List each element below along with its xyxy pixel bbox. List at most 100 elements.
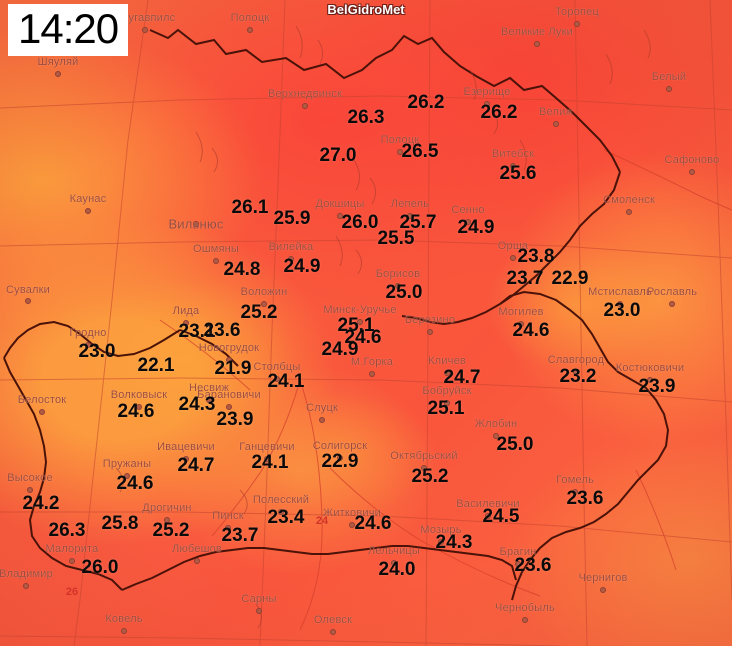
city-marker-dot: [226, 404, 232, 410]
temperature-reading: 24.5: [482, 506, 520, 527]
city-marker-dot: [142, 27, 148, 33]
temperature-reading: 25.8: [101, 513, 139, 534]
city-marker-dot: [444, 370, 450, 376]
temperature-reading: 22.1: [137, 355, 175, 376]
city-marker-dot: [349, 522, 355, 528]
city-marker-dot: [330, 629, 336, 635]
temperature-reading: 23.6: [514, 555, 552, 576]
temperature-reading: 25.2: [411, 466, 449, 487]
city-marker-dot: [534, 41, 540, 47]
city-marker-dot: [193, 221, 199, 227]
city-marker-dot: [226, 357, 232, 363]
temperature-reading: 23.6: [566, 488, 604, 509]
city-marker-dot: [39, 409, 45, 415]
temperature-reading: 26.2: [480, 102, 518, 123]
city-marker-dot: [444, 400, 450, 406]
temperature-reading: 23.9: [216, 409, 254, 430]
city-marker-dot: [465, 219, 471, 225]
city-marker-dot: [553, 121, 559, 127]
temperature-reading: 25.1: [427, 398, 465, 419]
temperature-reading: 24.2: [22, 493, 60, 514]
temperature-reading: 25.7: [399, 212, 437, 233]
city-marker-dot: [669, 301, 675, 307]
temperature-reading: 23.7: [221, 525, 259, 546]
city-marker-dot: [183, 320, 189, 326]
temperature-reading: 23.7: [506, 268, 544, 289]
city-marker-dot: [510, 255, 516, 261]
city-marker-dot: [288, 256, 294, 262]
city-marker-dot: [337, 213, 343, 219]
city-marker-dot: [337, 455, 343, 461]
temperature-reading: 23.4: [267, 507, 305, 528]
temperature-reading: 22.9: [321, 451, 359, 472]
temperature-reading: 23.0: [603, 300, 641, 321]
temperature-reading: 26.2: [407, 92, 445, 113]
city-marker-dot: [689, 169, 695, 175]
brand-watermark: BelGidroMet: [327, 2, 405, 17]
temperature-reading: 24.3: [435, 532, 473, 553]
city-marker-dot: [572, 489, 578, 495]
city-marker-dot: [522, 617, 528, 623]
temperature-reading: 27.0: [319, 145, 357, 166]
city-marker-dot: [23, 583, 29, 589]
temperature-reading: 21.9: [214, 358, 252, 379]
isoline-label: 24: [315, 515, 329, 527]
city-marker-dot: [85, 342, 91, 348]
city-marker-dot: [225, 525, 231, 531]
temperature-reading: 26.1: [231, 197, 269, 218]
city-marker-dot: [164, 517, 170, 523]
temperature-reading: 24.1: [267, 371, 305, 392]
city-marker-dot: [69, 558, 75, 564]
city-marker-dot: [278, 509, 284, 515]
city-marker-dot: [397, 149, 403, 155]
temperature-reading: 24.9: [283, 256, 321, 277]
temperature-reading: 25.2: [152, 520, 190, 541]
city-marker-dot: [647, 377, 653, 383]
city-marker-dot: [573, 369, 579, 375]
temperature-reading: 24.6: [116, 473, 154, 494]
city-marker-dot: [85, 208, 91, 214]
city-marker-dot: [25, 298, 31, 304]
temperature-reading: 23.1: [178, 321, 216, 342]
city-marker-dot: [617, 301, 623, 307]
temperature-reading: 22.9: [551, 268, 589, 289]
city-marker-dot: [319, 417, 325, 423]
temperature-reading: 25.6: [499, 163, 537, 184]
city-marker-dot: [357, 319, 363, 325]
temperature-reading: 25.9: [273, 208, 311, 229]
city-marker-dot: [194, 558, 200, 564]
temperature-reading: 24.3: [178, 394, 216, 415]
city-marker-dot: [518, 321, 524, 327]
temperature-reading: 25.2: [240, 302, 278, 323]
city-marker-dot: [391, 560, 397, 566]
city-marker-dot: [302, 103, 308, 109]
temperature-reading: 24.8: [223, 259, 261, 280]
city-marker-dot: [515, 561, 521, 567]
temperature-reading: 24.9: [321, 339, 359, 360]
city-marker-dot: [395, 283, 401, 289]
city-marker-dot: [369, 371, 375, 377]
isoline-label: 26: [65, 586, 79, 598]
city-marker-dot: [183, 456, 189, 462]
temperature-reading: 23.0: [78, 341, 116, 362]
city-marker-dot: [510, 163, 516, 169]
temperature-reading: 24.6: [117, 401, 155, 422]
city-marker-dot: [274, 376, 280, 382]
temperature-reading: 24.6: [344, 327, 382, 348]
temperature-reading: 24.7: [177, 455, 215, 476]
temperature-reading: 26.3: [48, 520, 86, 541]
temperature-reading: 24.0: [378, 559, 416, 580]
city-marker-dot: [213, 258, 219, 264]
city-marker-dot: [247, 27, 253, 33]
temperature-reading: 23.8: [517, 246, 555, 267]
city-marker-dot: [626, 209, 632, 215]
temperature-reading: 23.9: [638, 376, 676, 397]
temperature-reading: 26.3: [347, 107, 385, 128]
clock-badge: 14:20: [8, 4, 129, 56]
city-marker-dot: [484, 101, 490, 107]
city-marker-dot: [27, 487, 33, 493]
temperature-reading: 25.0: [385, 282, 423, 303]
